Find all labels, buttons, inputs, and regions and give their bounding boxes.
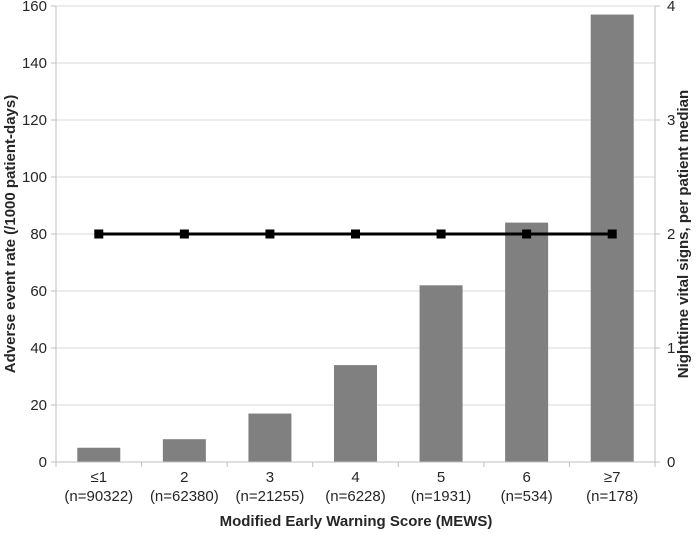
gridlines xyxy=(56,5,655,406)
line-marker xyxy=(522,229,532,239)
bar xyxy=(77,447,121,462)
category-sublabel: (n=534) xyxy=(501,488,553,505)
axes xyxy=(51,5,660,467)
line-marker xyxy=(351,229,360,239)
left-tick-label: 40 xyxy=(30,340,47,357)
category-sublabel: (n=21255) xyxy=(236,488,305,505)
bar xyxy=(505,222,549,462)
line-marker xyxy=(94,229,104,239)
category-label: 2 xyxy=(180,469,188,486)
right-tick-label: 4 xyxy=(667,0,675,15)
category-label: 5 xyxy=(437,469,445,486)
category-label: 4 xyxy=(351,469,359,486)
line-series xyxy=(94,229,617,239)
right-tick-label: 1 xyxy=(667,340,675,357)
category-label: 6 xyxy=(522,469,530,486)
right-tick-label: 0 xyxy=(667,454,675,471)
right-tick-label: 2 xyxy=(667,226,675,243)
axis-labels: 0 20 40 60 80 100 120 140 160 0 1 2 3 4 ≤1 (n=90322) 2 (n… xyxy=(22,0,675,505)
left-tick-label: 0 xyxy=(39,454,47,471)
line-marker xyxy=(436,229,446,239)
category-label: ≤1 xyxy=(90,469,107,486)
bar xyxy=(162,439,206,462)
left-tick-label: 160 xyxy=(22,0,47,15)
left-tick-label: 100 xyxy=(22,169,47,186)
left-tick-label: 120 xyxy=(22,112,47,129)
right-tick-label: 3 xyxy=(667,112,675,129)
x-axis-title: Modified Early Warning Score (MEWS) xyxy=(220,513,493,530)
line-marker xyxy=(179,229,189,239)
category-sublabel: (n=178) xyxy=(586,488,638,505)
left-axis-title: Adverse event rate (/1000 patient-days) xyxy=(2,95,19,373)
category-label: ≥7 xyxy=(604,469,621,486)
bar xyxy=(248,413,292,462)
bar xyxy=(334,365,377,462)
left-tick-label: 140 xyxy=(22,55,47,72)
category-sublabel: (n=90322) xyxy=(64,488,133,505)
bar xyxy=(419,285,463,462)
left-tick-label: 60 xyxy=(30,283,47,300)
right-axis-title: Nighttime vital signs, per patient media… xyxy=(675,90,692,378)
category-sublabel: (n=62380) xyxy=(150,488,219,505)
left-tick-label: 80 xyxy=(30,226,47,243)
line-marker xyxy=(265,229,275,239)
line-marker xyxy=(607,229,617,239)
category-label: 3 xyxy=(266,469,274,486)
category-sublabel: (n=1931) xyxy=(411,488,471,505)
left-tick-label: 20 xyxy=(30,397,47,414)
category-sublabel: (n=6228) xyxy=(325,488,385,505)
